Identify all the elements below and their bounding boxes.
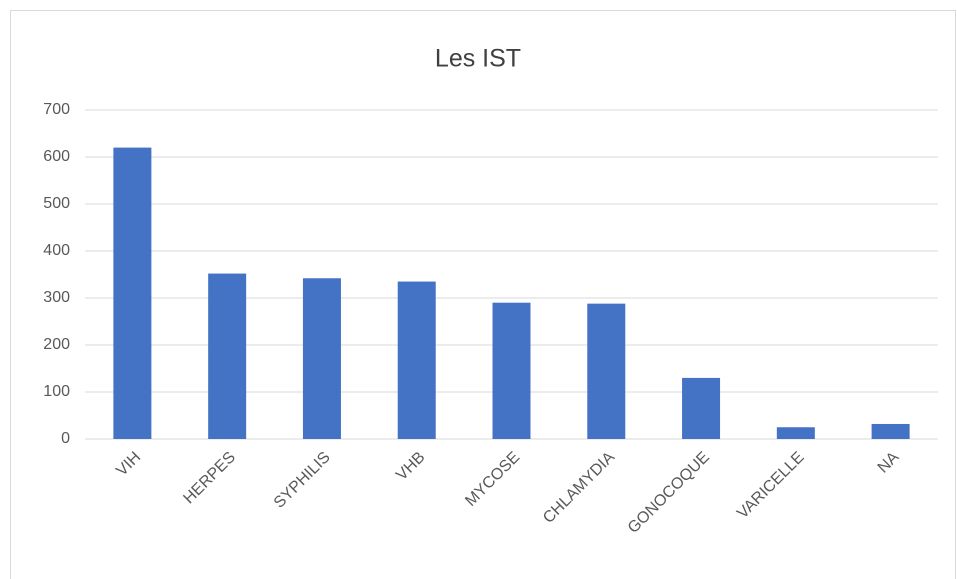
y-tick-label: 300 <box>43 289 70 306</box>
y-tick-label: 0 <box>61 430 70 447</box>
y-tick-label: 700 <box>43 101 70 118</box>
bar <box>587 303 626 439</box>
y-tick-label: 100 <box>43 383 70 400</box>
bar <box>492 302 531 439</box>
chart-frame <box>10 10 956 579</box>
bar <box>113 147 152 439</box>
bar <box>682 377 721 439</box>
y-tick-label: 600 <box>43 148 70 165</box>
y-tick-label: 200 <box>43 336 70 353</box>
bar <box>302 278 341 439</box>
bar <box>776 427 815 439</box>
y-tick-label: 500 <box>43 195 70 212</box>
bar <box>397 281 436 439</box>
y-tick-label: 400 <box>43 242 70 259</box>
bar <box>871 423 910 439</box>
bar <box>208 273 247 439</box>
chart-title: Les IST <box>435 45 521 73</box>
